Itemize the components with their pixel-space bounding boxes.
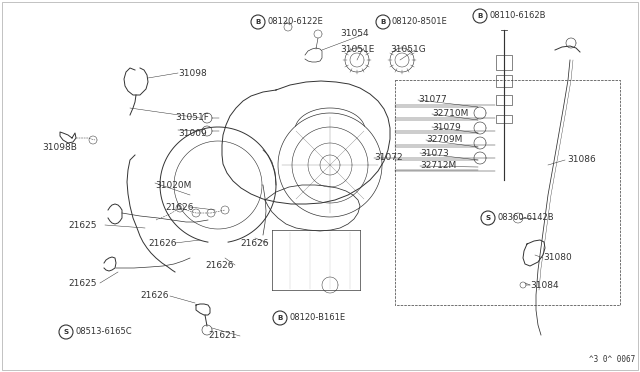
Text: 31009: 31009 [178, 128, 207, 138]
Text: 08120-8501E: 08120-8501E [392, 17, 448, 26]
Text: 31073: 31073 [420, 148, 449, 157]
Text: 31077: 31077 [418, 96, 447, 105]
Text: 31020M: 31020M [155, 180, 191, 189]
Bar [496, 55, 512, 70]
Text: 32709M: 32709M [426, 135, 462, 144]
Text: 08120-6122E: 08120-6122E [267, 17, 323, 26]
Text: 08513-6165C: 08513-6165C [75, 327, 132, 337]
Text: ^3 0^ 0067: ^3 0^ 0067 [589, 355, 635, 364]
Text: 32712M: 32712M [420, 161, 456, 170]
Text: 31051F: 31051F [175, 113, 209, 122]
Bar [496, 95, 512, 105]
Text: 31051G: 31051G [390, 45, 426, 55]
Text: S: S [485, 215, 491, 221]
Text: 31086: 31086 [567, 155, 596, 164]
Text: 31079: 31079 [432, 122, 461, 131]
Text: 21626: 21626 [165, 202, 193, 212]
Text: B: B [255, 19, 260, 25]
Text: 31051E: 31051E [340, 45, 374, 55]
Text: 32710M: 32710M [432, 109, 468, 119]
Text: 31080: 31080 [543, 253, 572, 263]
Bar [496, 115, 512, 123]
Text: 31084: 31084 [530, 280, 559, 289]
Text: 21626: 21626 [140, 292, 168, 301]
Text: 31072: 31072 [374, 154, 403, 163]
Text: S: S [63, 329, 68, 335]
Text: 21626: 21626 [240, 238, 269, 247]
Text: 31098B: 31098B [42, 144, 77, 153]
Text: 21626: 21626 [205, 260, 234, 269]
Text: B: B [277, 315, 283, 321]
Text: 31098: 31098 [178, 68, 207, 77]
Text: 08360-6142B: 08360-6142B [497, 214, 554, 222]
Text: 08120-B161E: 08120-B161E [289, 314, 345, 323]
Text: 31054: 31054 [340, 29, 369, 38]
Text: B: B [380, 19, 386, 25]
Text: 21621: 21621 [208, 331, 237, 340]
Text: 21625: 21625 [68, 221, 97, 230]
Text: B: B [477, 13, 483, 19]
Text: 21626: 21626 [148, 238, 177, 247]
Text: 21625: 21625 [68, 279, 97, 288]
Bar [496, 75, 512, 87]
Text: 08110-6162B: 08110-6162B [489, 12, 545, 20]
